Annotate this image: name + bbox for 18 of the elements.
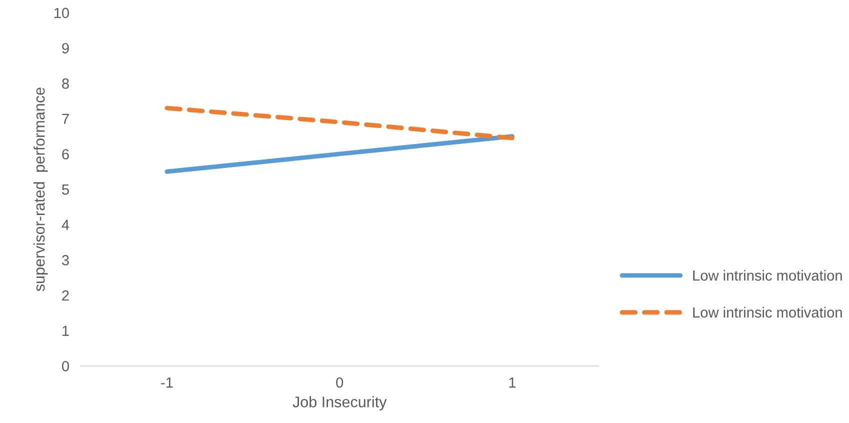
y-tick-label: 4 <box>62 220 70 230</box>
legend-label: Low intrinsic motivation <box>693 270 842 281</box>
y-tick-label: 0 <box>62 360 69 372</box>
y-tick-label: 1 <box>62 326 69 336</box>
y-tick-label: 2 <box>62 290 69 301</box>
legend-label: Low intrinsic motivation <box>693 306 842 318</box>
x-tick-label: 0 <box>336 377 344 388</box>
y-tick-label: 10 <box>54 8 69 18</box>
x-axis-title: Job Insecurity <box>292 396 387 410</box>
y-tick-label: 3 <box>62 255 69 266</box>
y-tick-label: 9 <box>62 43 69 54</box>
x-tick-label: -1 <box>161 378 173 388</box>
y-tick-label: 5 <box>62 184 69 195</box>
y-axis-title: supervisor-rated performance <box>34 88 48 292</box>
y-tick-label: 6 <box>62 149 69 160</box>
y-tick-label: 8 <box>62 78 69 89</box>
x-tick-label: 1 <box>509 378 516 388</box>
y-tick-label: 7 <box>62 114 69 124</box>
